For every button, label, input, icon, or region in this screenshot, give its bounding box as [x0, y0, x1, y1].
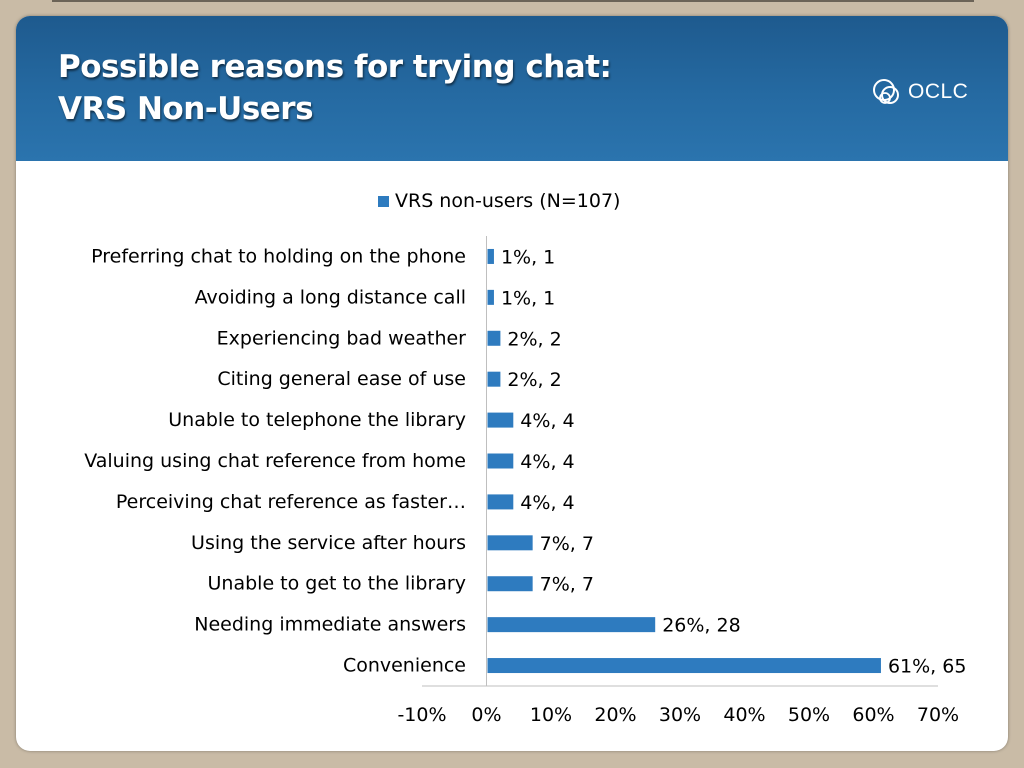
- x-tick-label: 50%: [788, 704, 830, 726]
- slide-title-line1: Possible reasons for trying chat:: [58, 49, 612, 85]
- bar: [487, 453, 514, 469]
- data-label: 4%, 4: [520, 410, 574, 432]
- bar: [487, 576, 533, 592]
- x-tick-label: 70%: [917, 704, 959, 726]
- bar: [487, 371, 501, 387]
- x-tick-label: 0%: [471, 704, 501, 726]
- slide-title-line2: VRS Non-Users: [58, 91, 314, 127]
- x-tick-label: 10%: [530, 704, 572, 726]
- bar: [487, 535, 533, 551]
- x-tick-label: -10%: [397, 704, 446, 726]
- bar: [487, 330, 501, 346]
- data-label: 2%, 2: [507, 369, 561, 391]
- bar: [487, 658, 881, 674]
- data-label: 2%, 2: [507, 328, 561, 350]
- category-label: Unable to get to the library: [208, 573, 466, 595]
- category-label: Citing general ease of use: [217, 368, 466, 390]
- data-label: 1%, 1: [501, 287, 555, 309]
- legend-label: VRS non-users (N=107): [395, 190, 621, 212]
- data-label: 26%, 28: [662, 615, 741, 637]
- bar-chart: Preferring chat to holding on the phone 1…: [84, 236, 967, 726]
- category-label: Unable to telephone the library: [168, 409, 466, 431]
- bar: [487, 289, 494, 305]
- category-label: Perceiving chat reference as faster…: [116, 491, 466, 513]
- data-label: 7%, 7: [540, 574, 594, 596]
- top-border-line: [52, 0, 974, 2]
- data-label: 4%, 4: [520, 492, 574, 514]
- bar: [487, 248, 494, 264]
- bar: [487, 412, 514, 428]
- chart-legend: VRS non-users (N=107): [378, 190, 620, 212]
- slide-header: Possible reasons for trying chat: VRS No…: [16, 16, 1008, 161]
- category-label: Preferring chat to holding on the phone: [91, 245, 466, 267]
- category-label: Needing immediate answers: [194, 614, 466, 636]
- x-tick-label: 60%: [852, 704, 894, 726]
- category-label: Avoiding a long distance call: [195, 286, 466, 308]
- data-label: 1%, 1: [501, 246, 555, 268]
- x-tick-label: 30%: [659, 704, 701, 726]
- category-label: Experiencing bad weather: [217, 327, 467, 349]
- bar: [487, 617, 656, 633]
- data-label: 61%, 65: [888, 656, 967, 678]
- category-label: Using the service after hours: [191, 532, 466, 554]
- x-tick-label: 40%: [723, 704, 765, 726]
- legend-swatch: [378, 195, 389, 207]
- data-label: 4%, 4: [520, 451, 574, 473]
- data-label: 7%, 7: [540, 533, 594, 555]
- category-label: Valuing using chat reference from home: [84, 450, 466, 472]
- oclc-logo: OCLC: [872, 74, 968, 110]
- slide: Possible reasons for trying chat: VRS No…: [16, 16, 1008, 751]
- bar: [487, 494, 514, 510]
- oclc-logo-text: OCLC: [908, 80, 969, 103]
- category-label: Convenience: [343, 655, 466, 677]
- x-tick-label: 20%: [594, 704, 636, 726]
- oclc-logo-icon: [873, 79, 899, 104]
